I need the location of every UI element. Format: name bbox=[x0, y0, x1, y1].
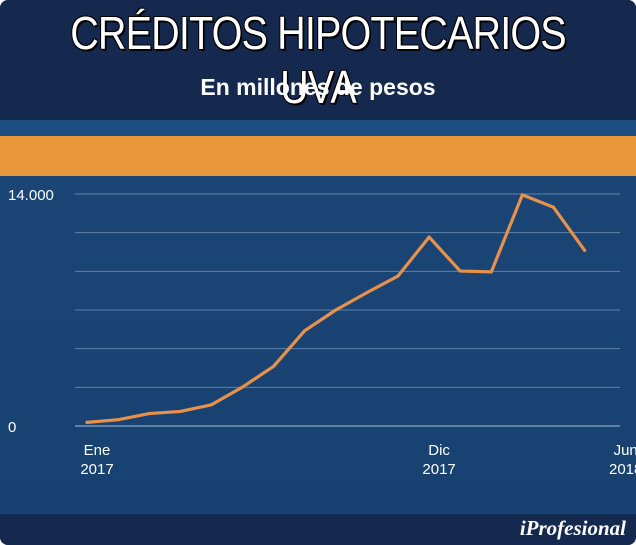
y-tick-label: 14.000 bbox=[8, 187, 54, 204]
data-point bbox=[116, 418, 120, 422]
x-tick-label: 2018 bbox=[609, 461, 636, 478]
data-point bbox=[272, 364, 276, 368]
data-point bbox=[365, 291, 369, 295]
x-tick-label: Dic bbox=[428, 442, 450, 459]
footer bbox=[0, 514, 636, 545]
data-point bbox=[583, 248, 587, 252]
x-tick-label: Jun bbox=[614, 442, 636, 459]
x-tick-label: 2017 bbox=[80, 461, 113, 478]
x-tick-label: Ene bbox=[84, 442, 111, 459]
data-point bbox=[396, 274, 400, 278]
x-tick-label: 2017 bbox=[422, 461, 455, 478]
y-tick-label: 0 bbox=[8, 419, 16, 436]
data-point bbox=[178, 409, 182, 413]
data-point bbox=[209, 403, 213, 407]
data-point bbox=[552, 205, 555, 209]
data-point bbox=[489, 270, 493, 274]
header-band bbox=[0, 120, 636, 136]
brand-logo: iProfesional bbox=[519, 516, 626, 540]
accent-bar bbox=[0, 136, 636, 176]
chart-subtitle: En millones de pesos bbox=[200, 74, 436, 100]
data-point bbox=[334, 308, 338, 312]
data-point bbox=[520, 193, 524, 197]
data-point bbox=[85, 420, 89, 424]
data-point bbox=[303, 329, 307, 333]
chart-title: CRÉDITOS HIPOTECARIOS UVA bbox=[70, 7, 566, 113]
data-point bbox=[458, 269, 462, 273]
data-point bbox=[147, 412, 151, 416]
data-point bbox=[241, 385, 244, 389]
data-point bbox=[427, 235, 431, 239]
header: CRÉDITOS HIPOTECARIOS UVA En millones de… bbox=[0, 0, 636, 120]
